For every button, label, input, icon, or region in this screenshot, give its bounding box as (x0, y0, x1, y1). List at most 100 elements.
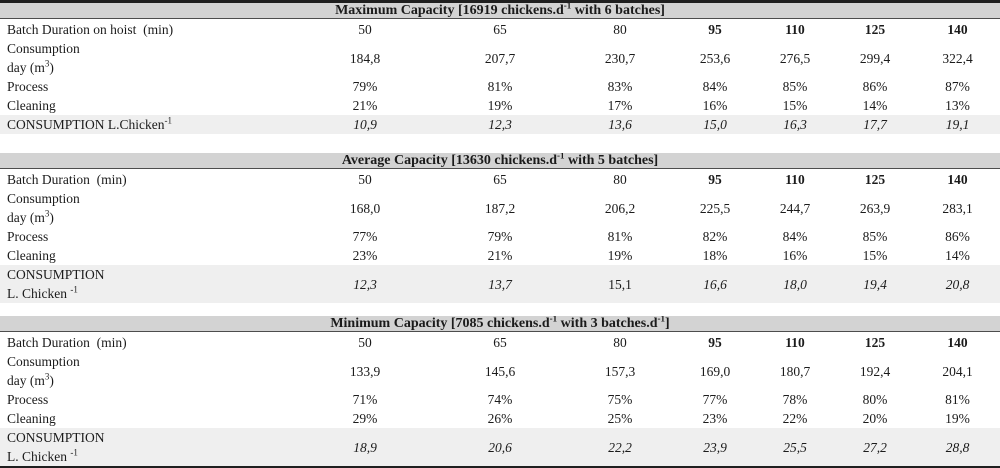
caption-text: ] (665, 316, 670, 331)
value-cell: 78% (782, 392, 808, 407)
caption-text: Maximum Capacity [16919 chickens.d (335, 3, 564, 18)
value-cell: 82% (702, 229, 728, 244)
value-cell: 125 (864, 171, 886, 187)
value-cell: 16% (782, 248, 808, 263)
value-cell: 299,4 (859, 50, 891, 66)
row-consumption-per-chicken: CONSUMPTION L. Chicken -1 18,9 20,6 22,2 … (0, 428, 1000, 467)
value-cell: 110 (785, 334, 805, 350)
value-cell: 77% (352, 229, 378, 244)
value-cell: 19% (945, 411, 970, 426)
value-cell: 74% (487, 392, 513, 407)
value-cell: 230,7 (604, 50, 636, 66)
value-cell: 18,9 (295, 428, 435, 467)
value-cell: 84% (782, 229, 808, 244)
value-cell: 169,0 (699, 363, 731, 379)
row-label: CONSUMPTION L. Chicken -1 (0, 428, 295, 467)
row-batch-duration: Batch Duration on hoist (min) 50 65 80 9… (0, 19, 1000, 40)
row-label: Process (7, 229, 49, 244)
row-label: Process (7, 79, 49, 94)
value-cell: 95 (708, 334, 722, 350)
value-cell: 65 (493, 171, 507, 187)
value-cell: 87% (945, 79, 970, 94)
label-text: L. Chicken (7, 286, 71, 301)
label-text: Consumption (7, 191, 80, 206)
row-label: CONSUMPTION L. Chicken -1 (0, 265, 295, 303)
table-caption-minimum: Minimum Capacity [7085 chickens.d-1 with… (0, 316, 1000, 332)
value-cell: 17% (607, 98, 633, 113)
value-cell: 12,3 (435, 115, 565, 134)
value-cell: 322,4 (942, 50, 973, 66)
value-cell: 140 (947, 21, 968, 37)
value-cell: 206,2 (604, 200, 636, 216)
superscript: -1 (556, 153, 565, 161)
value-cell: 17,7 (835, 115, 915, 134)
superscript: -1 (549, 316, 558, 324)
table-maximum-capacity: Maximum Capacity [16919 chickens.d-1 wit… (0, 0, 1000, 134)
table-average-capacity: Average Capacity [13630 chickens.d-1 wit… (0, 153, 1000, 303)
row-consumption-day: Consumption day (m3) 184,8 207,7 230,7 25… (0, 39, 1000, 77)
row-label: Cleaning (7, 411, 56, 426)
value-cell: 16,3 (755, 115, 835, 134)
value-cell: 50 (358, 171, 372, 187)
table-caption-average: Average Capacity [13630 chickens.d-1 wit… (0, 153, 1000, 169)
row-label: Batch Duration (min) (7, 171, 127, 187)
label-text: L. Chicken (7, 449, 71, 464)
value-cell: 21% (352, 98, 378, 113)
value-cell: 27,2 (835, 428, 915, 467)
label-text: day (m (7, 373, 45, 388)
label-text: day (m (7, 210, 45, 225)
superscript: 3 (44, 208, 50, 219)
value-cell: 263,9 (859, 200, 891, 216)
superscript: -1 (70, 284, 78, 295)
value-cell: 80 (613, 171, 627, 187)
value-cell: 15,0 (675, 115, 755, 134)
row-label: Process (7, 392, 49, 407)
caption-row: Average Capacity [13630 chickens.d-1 wit… (0, 153, 1000, 169)
value-cell: 184,8 (349, 50, 381, 66)
label-text: CONSUMPTION L.Chicken (7, 117, 165, 132)
value-cell: 20,6 (435, 428, 565, 467)
value-cell: 65 (493, 334, 507, 350)
value-cell: 19% (607, 248, 633, 263)
value-cell: 80 (613, 334, 627, 350)
value-cell: 75% (607, 392, 633, 407)
value-cell: 12,3 (295, 265, 435, 303)
row-label: CONSUMPTION L.Chicken-1 (0, 115, 295, 134)
value-cell: 15,1 (565, 265, 675, 303)
value-cell: 23% (702, 411, 728, 426)
superscript: -1 (657, 316, 666, 324)
value-cell: 20% (862, 411, 888, 426)
row-label: Batch Duration (min) (7, 334, 127, 350)
value-cell: 19,1 (915, 115, 1000, 134)
value-cell: 19,4 (835, 265, 915, 303)
caption-text: with 3 batches.d (557, 316, 658, 331)
value-cell: 18,0 (755, 265, 835, 303)
row-label: Consumption day (m3) (0, 189, 295, 227)
value-cell: 20,8 (915, 265, 1000, 303)
value-cell: 79% (352, 79, 378, 94)
row-process: Process 71% 74% 75% 77% 78% 80% 81% (0, 390, 1000, 409)
value-cell: 253,6 (699, 50, 731, 66)
value-cell: 244,7 (779, 200, 811, 216)
value-cell: 19% (487, 98, 513, 113)
row-label: Batch Duration on hoist (min) (7, 21, 174, 37)
caption-text: with 5 batches] (564, 153, 659, 168)
caption-text: Average Capacity [13630 chickens.d (341, 153, 557, 168)
superscript: -1 (70, 447, 78, 458)
value-cell: 65 (493, 21, 507, 37)
value-cell: 110 (785, 21, 805, 37)
value-cell: 25% (607, 411, 633, 426)
value-cell: 26% (487, 411, 513, 426)
value-cell: 83% (607, 79, 633, 94)
row-cleaning: Cleaning 29% 26% 25% 23% 22% 20% 19% (0, 409, 1000, 428)
label-text: CONSUMPTION (7, 430, 105, 445)
value-cell: 95 (708, 171, 722, 187)
value-cell: 50 (358, 334, 372, 350)
label-text: CONSUMPTION (7, 267, 105, 282)
value-cell: 157,3 (604, 363, 636, 379)
value-cell: 110 (785, 171, 805, 187)
value-cell: 79% (487, 229, 513, 244)
value-cell: 14% (862, 98, 888, 113)
row-consumption-day: Consumption day (m3) 133,9 145,6 157,3 16… (0, 352, 1000, 390)
